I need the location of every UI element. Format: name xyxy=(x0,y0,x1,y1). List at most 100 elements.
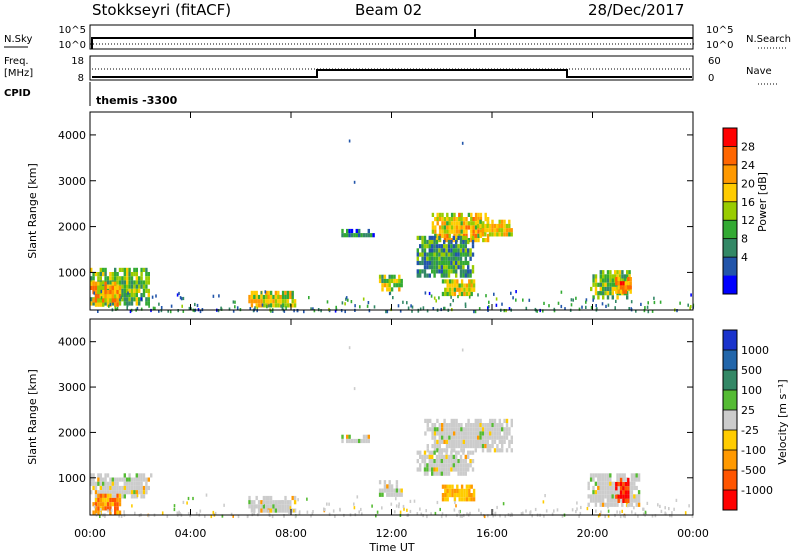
data-cell xyxy=(545,509,548,513)
data-cell xyxy=(99,514,101,518)
data-cell xyxy=(452,299,454,303)
data-cell xyxy=(626,295,629,300)
data-cell xyxy=(344,309,346,314)
data-cell xyxy=(121,288,124,293)
data-cell xyxy=(433,444,437,449)
data-cell xyxy=(393,274,396,279)
data-cell xyxy=(109,285,112,290)
data-cell xyxy=(486,423,489,428)
data-cell xyxy=(462,450,465,455)
data-cell xyxy=(464,252,467,257)
data-cell xyxy=(617,277,620,282)
data-cell xyxy=(464,235,467,240)
data-cell xyxy=(111,490,114,495)
data-cell xyxy=(485,294,487,298)
data-cell xyxy=(426,467,429,472)
data-cell xyxy=(128,301,131,306)
data-cell xyxy=(102,485,105,491)
data-cell xyxy=(630,498,634,503)
data-cell xyxy=(496,423,499,428)
data-cell xyxy=(481,232,485,237)
data-cell xyxy=(97,290,100,295)
data-cell xyxy=(586,507,589,511)
data-cell xyxy=(459,459,463,464)
data-cell xyxy=(111,272,114,277)
data-cell xyxy=(595,509,597,513)
data-cell xyxy=(395,278,399,284)
data-cell xyxy=(312,510,314,514)
data-cell xyxy=(257,508,261,513)
data-cell xyxy=(106,294,110,299)
data-cell xyxy=(505,448,509,453)
data-cell xyxy=(272,500,275,505)
data-cell xyxy=(457,423,461,428)
data-cell xyxy=(459,256,463,261)
data-cell xyxy=(123,276,126,281)
data-cell xyxy=(461,514,463,518)
data-cell xyxy=(269,495,273,501)
data-cell xyxy=(668,507,670,511)
data-cell xyxy=(438,444,441,449)
data-cell xyxy=(443,427,446,432)
data-cell xyxy=(440,467,443,472)
colorbar-swatch xyxy=(723,238,737,258)
data-cell xyxy=(478,307,481,311)
colorbar-frame xyxy=(722,127,738,295)
data-cell xyxy=(458,212,461,217)
data-cell xyxy=(440,514,443,519)
data-cell xyxy=(450,256,453,261)
data-cell xyxy=(262,495,266,501)
data-cell xyxy=(147,280,150,285)
data-cell xyxy=(438,217,442,222)
data-cell xyxy=(602,282,605,287)
data-cell xyxy=(406,508,408,512)
data-cell xyxy=(618,274,622,279)
data-cell xyxy=(606,270,610,275)
data-cell xyxy=(492,509,494,513)
data-cell xyxy=(486,238,490,243)
data-cell xyxy=(445,467,448,472)
data-cell xyxy=(433,265,436,270)
data-cell xyxy=(474,233,478,238)
data-cell xyxy=(599,286,602,292)
data-cell xyxy=(111,477,114,482)
data-cell xyxy=(104,290,107,295)
data-cell xyxy=(102,506,105,511)
data-cell xyxy=(482,238,485,243)
data-cell xyxy=(97,294,100,299)
data-cell xyxy=(94,510,98,515)
data-cell xyxy=(457,252,460,257)
data-cell xyxy=(135,490,138,495)
data-cell xyxy=(147,293,150,298)
data-cell xyxy=(358,438,361,444)
data-cell xyxy=(487,306,489,310)
data-cell xyxy=(529,510,532,514)
time-axis: 00:00 04:00 08:00 12:00 16:00 20:00 00:00 xyxy=(74,112,709,540)
data-cell xyxy=(116,493,119,498)
data-cell xyxy=(218,294,220,298)
data-cell xyxy=(99,298,102,303)
data-cell xyxy=(484,217,487,222)
data-cell xyxy=(402,300,404,304)
data-cell xyxy=(400,488,403,493)
data-cell xyxy=(462,273,465,278)
data-cell xyxy=(635,473,638,478)
data-cell xyxy=(491,435,494,440)
data-cell xyxy=(428,256,431,261)
data-cell xyxy=(622,498,625,503)
data-cell xyxy=(473,310,475,314)
data-cell xyxy=(440,252,443,257)
data-cell xyxy=(447,244,451,249)
nsearch-label: N.Search xyxy=(746,34,791,45)
data-cell xyxy=(128,288,131,293)
data-cell xyxy=(426,448,429,453)
data-cell xyxy=(441,225,444,230)
data-cell xyxy=(498,219,501,224)
data-cell xyxy=(479,427,482,432)
data-cell xyxy=(443,463,446,468)
data-cell xyxy=(597,490,600,495)
station-title: Stokkseyri (fitACF) xyxy=(92,1,231,19)
data-cell xyxy=(477,238,480,243)
data-cell xyxy=(328,502,330,506)
data-cell xyxy=(594,278,598,283)
